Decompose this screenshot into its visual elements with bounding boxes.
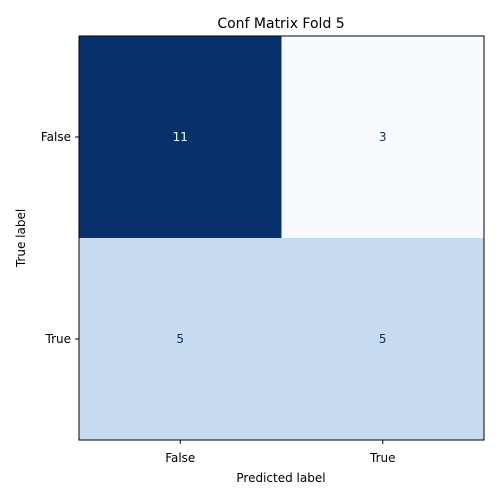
cell-value-label-1-1: 5 xyxy=(379,332,387,346)
plot-frame xyxy=(78,35,485,441)
matrix-cell-0-1 xyxy=(281,36,485,239)
x-axis-label: Predicted label xyxy=(236,471,325,485)
cell-value-label-1-0: 5 xyxy=(176,332,184,346)
matrix-cell-1-0 xyxy=(79,238,282,441)
y-tick-label-0: False xyxy=(41,130,71,144)
matrix-cell-0-0 xyxy=(79,36,282,239)
matrix-cell-1-1 xyxy=(281,238,485,441)
y-tick-label-1: True xyxy=(45,332,72,346)
x-tick-label-1: True xyxy=(369,451,396,465)
x-tick-label-0: False xyxy=(165,451,195,465)
y-axis-label: True label xyxy=(14,209,28,268)
cell-value-label-0-0: 11 xyxy=(173,130,188,144)
cell-value-label-0-1: 3 xyxy=(379,130,387,144)
chart-title: Conf Matrix Fold 5 xyxy=(217,16,344,32)
